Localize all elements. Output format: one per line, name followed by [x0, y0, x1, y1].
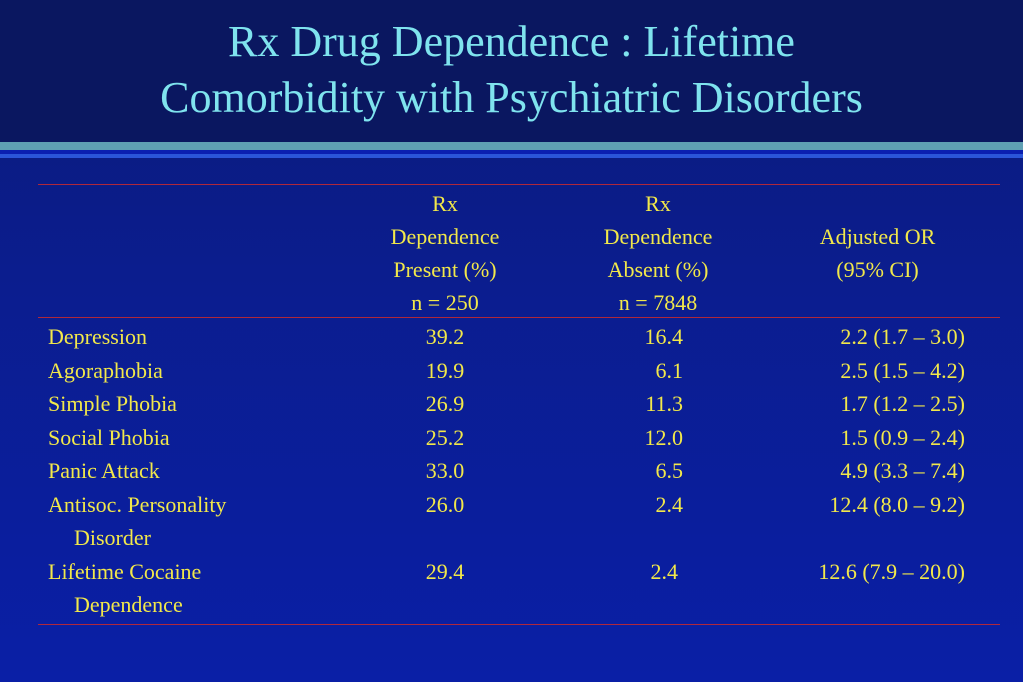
row-label-line: Lifetime Cocaine — [48, 558, 202, 584]
row-absent: 11.3 — [645, 391, 683, 416]
row-or: 12.4 (8.0 – 9.2) — [829, 491, 965, 517]
header-present: Rx Dependence Present (%) n = 250 — [368, 187, 522, 319]
row-absent: 2.4 — [650, 558, 679, 584]
title-divider — [0, 142, 1023, 150]
row-label: Panic Attack — [48, 458, 160, 483]
row-or: 1.5 (0.9 – 2.4) — [840, 424, 965, 450]
header-or-line: (95% CI) — [836, 257, 919, 282]
slide-title: Rx Drug Dependence : Lifetime Comorbidit… — [0, 14, 1023, 126]
table-row: Depression 39.2 16.4 2.2 (1.7 – 3.0) — [38, 320, 1000, 354]
row-present: 26.9 — [425, 391, 465, 416]
slide-title-line-2: Comorbidity with Psychiatric Disorders — [160, 73, 863, 122]
table-row: Antisoc. Personality Disorder 26.0 2.4 1… — [38, 488, 1000, 555]
row-label-line: Antisoc. Personality — [48, 491, 227, 517]
row-present: 29.4 — [425, 558, 465, 584]
table-body: Depression 39.2 16.4 2.2 (1.7 – 3.0) Ago… — [38, 318, 1000, 624]
row-or: 4.9 (3.3 – 7.4) — [840, 458, 965, 483]
row-label-continuation: Disorder — [74, 525, 151, 550]
table-header-rule — [38, 317, 1000, 318]
title-divider-light — [0, 154, 1023, 158]
row-present: 25.2 — [425, 424, 465, 450]
row-absent: 2.4 — [655, 491, 684, 517]
row-present: 33.0 — [425, 458, 465, 483]
row-absent: 6.1 — [655, 357, 684, 383]
header-present-line: Rx — [432, 191, 458, 216]
row-label-continuation: Dependence — [74, 592, 183, 617]
row-label: Antisoc. Personality Disorder — [48, 488, 226, 555]
row-or: 2.2 (1.7 – 3.0) — [840, 324, 965, 349]
table-row: Social Phobia 25.2 12.0 1.5 (0.9 – 2.4) — [38, 421, 1000, 455]
table-row: Lifetime Cocaine Dependence 29.4 2.4 12.… — [38, 555, 1000, 622]
row-or: 2.5 (1.5 – 4.2) — [840, 357, 965, 383]
title-divider-dark — [0, 150, 1023, 154]
row-label: Depression — [48, 324, 147, 349]
header-absent-line: Absent (%) — [607, 257, 709, 282]
row-or: 1.7 (1.2 – 2.5) — [840, 391, 965, 416]
title-band — [0, 0, 1023, 142]
header-present-line: Present (%) — [393, 257, 497, 282]
table-bottom-rule — [38, 623, 1000, 625]
row-label: Agoraphobia — [48, 357, 163, 383]
header-present-line: Dependence — [390, 224, 500, 249]
header-absent-line: Dependence — [603, 224, 713, 249]
header-or-line: Adjusted OR — [819, 224, 936, 249]
row-or: 12.6 (7.9 – 20.0) — [818, 558, 965, 584]
row-absent: 12.0 — [644, 424, 684, 450]
header-adjusted-or: Adjusted OR (95% CI) — [790, 220, 965, 286]
table-row: Simple Phobia 26.9 11.3 1.7 (1.2 – 2.5) — [38, 387, 1000, 421]
comorbidity-table: Rx Dependence Present (%) n = 250 Rx Dep… — [38, 184, 1000, 625]
row-label: Lifetime Cocaine Dependence — [48, 555, 201, 622]
table-row: Agoraphobia 19.9 6.1 2.5 (1.5 – 4.2) — [38, 354, 1000, 388]
row-present: 19.9 — [425, 357, 465, 383]
header-absent-line: Rx — [645, 191, 671, 216]
row-label: Social Phobia — [48, 424, 170, 450]
row-present: 26.0 — [425, 491, 465, 517]
table-row: Panic Attack 33.0 6.5 4.9 (3.3 – 7.4) — [38, 454, 1000, 488]
row-present: 39.2 — [425, 324, 465, 349]
row-absent: 6.5 — [655, 458, 684, 483]
row-label: Simple Phobia — [48, 391, 177, 416]
table-top-rule — [38, 184, 1000, 185]
slide-title-line-1: Rx Drug Dependence : Lifetime — [228, 17, 795, 66]
table-header: Rx Dependence Present (%) n = 250 Rx Dep… — [38, 185, 1000, 317]
header-absent-line: n = 7848 — [618, 290, 698, 315]
header-present-line: n = 250 — [411, 290, 479, 315]
header-absent: Rx Dependence Absent (%) n = 7848 — [578, 187, 738, 319]
row-absent: 16.4 — [644, 324, 684, 349]
